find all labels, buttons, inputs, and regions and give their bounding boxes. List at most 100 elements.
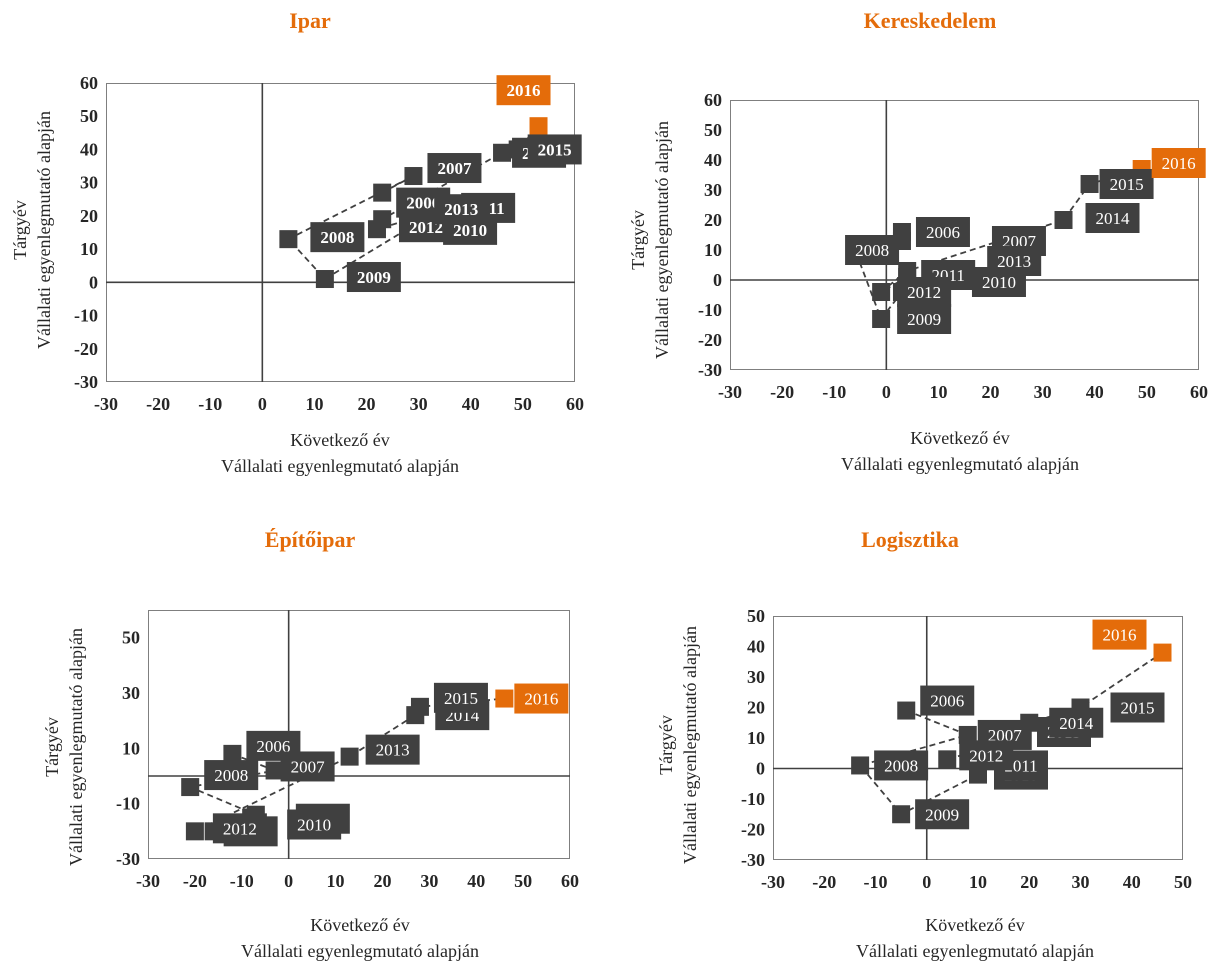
svg-text:2016: 2016 [1103, 626, 1137, 645]
data-label-2015: 2015 [1110, 692, 1165, 723]
x-tick-label: 30 [1034, 382, 1052, 402]
x-axis-title-epitoipar: Következő év Vállalati egyenlegmutató al… [241, 915, 479, 961]
y-axis-title-logisztika: Tárgyév Vállalati egyenlegmutató alapján [656, 626, 700, 864]
x-tick-label: -30 [761, 872, 785, 892]
data-point-2014 [1054, 211, 1073, 229]
svg-text:2007: 2007 [988, 726, 1023, 745]
svg-text:2006: 2006 [926, 223, 960, 242]
x-tick-label: -20 [146, 394, 170, 414]
y-tick-label: -20 [741, 820, 765, 840]
y-tick-label: 30 [80, 173, 98, 193]
data-label-2012: 2012 [897, 277, 952, 307]
y-tick-label: 20 [80, 206, 98, 226]
data-point-2013 [373, 210, 392, 229]
y-tick-label: 0 [756, 759, 765, 779]
x-tick-label: 30 [410, 394, 428, 414]
x-tick-label: 0 [922, 872, 931, 892]
svg-text:2008: 2008 [855, 241, 889, 260]
svg-text:2016: 2016 [507, 81, 541, 100]
svg-text:2015: 2015 [1121, 699, 1155, 718]
data-point-2008 [851, 756, 870, 775]
svg-text:2010: 2010 [453, 221, 487, 240]
data-point-2007 [958, 725, 977, 744]
y-tick-label: 10 [747, 728, 765, 748]
x-tick-label: 40 [462, 394, 480, 414]
x-tick-label: 60 [561, 871, 579, 891]
svg-text:2013: 2013 [376, 741, 410, 760]
data-label-2008: 2008 [845, 235, 900, 265]
data-label-2016: 2016 [1151, 148, 1206, 178]
x-tick-label: 50 [1174, 872, 1192, 892]
data-label-2012: 2012 [212, 813, 267, 844]
data-point-2009 [892, 805, 911, 824]
y-tick-label: -30 [74, 372, 98, 392]
y-tick-label: 20 [704, 210, 722, 230]
y-tick-label: 30 [704, 180, 722, 200]
data-point-2012 [185, 822, 204, 841]
x-tick-label: 20 [1020, 872, 1038, 892]
svg-text:2006: 2006 [406, 194, 440, 213]
x-tick-label: 50 [514, 871, 532, 891]
y-tick-label: -30 [698, 360, 722, 380]
y-tick-label: 10 [704, 240, 722, 260]
data-point-2006 [223, 744, 242, 763]
svg-text:2009: 2009 [907, 310, 941, 329]
data-label-2006: 2006 [915, 217, 970, 247]
y-tick-label: 0 [713, 270, 722, 290]
y-tick-label: 50 [80, 106, 98, 126]
x-tick-label: -30 [718, 382, 742, 402]
chart-title-ipar: Ipar [289, 8, 331, 33]
data-label-2016: 2016 [514, 683, 569, 714]
y-tick-label: 30 [122, 683, 140, 703]
y-tick-label: -10 [74, 306, 98, 326]
y-tick-label: 30 [747, 667, 765, 687]
svg-text:2016: 2016 [1162, 154, 1196, 173]
data-label-2007: 2007 [427, 153, 482, 184]
y-tick-label: -10 [741, 789, 765, 809]
data-label-2015: 2015 [433, 682, 488, 713]
data-label-2013: 2013 [434, 194, 489, 225]
svg-text:2013: 2013 [997, 252, 1031, 271]
x-tick-label: 60 [566, 394, 584, 414]
data-label-2015: 2015 [1099, 169, 1154, 199]
chart-title-kereskedelem: Kereskedelem [863, 8, 997, 33]
data-label-2016: 2016 [496, 75, 551, 106]
x-axis-title-logisztika: Következő év Vállalati egyenlegmutató al… [856, 915, 1094, 961]
x-tick-label: 60 [1190, 382, 1208, 402]
x-tick-label: -20 [183, 871, 207, 891]
x-tick-label: -20 [770, 382, 794, 402]
data-point-2009 [872, 310, 891, 328]
data-point-2015 [1080, 175, 1099, 193]
y-tick-label: 40 [704, 150, 722, 170]
x-tick-label: -30 [136, 871, 160, 891]
data-label-2008: 2008 [310, 222, 365, 253]
svg-text:2006: 2006 [256, 737, 290, 756]
data-label-2006: 2006 [920, 685, 975, 716]
svg-text:2007: 2007 [291, 757, 326, 776]
x-tick-label: 10 [327, 871, 345, 891]
data-label-2009: 2009 [897, 304, 952, 334]
x-tick-label: -10 [230, 871, 254, 891]
data-label-2016: 2016 [1092, 619, 1147, 650]
svg-text:2012: 2012 [223, 819, 257, 838]
x-axis-title-ipar: Következő év Vállalati egyenlegmutató al… [221, 430, 459, 476]
data-label-2015: 2015 [527, 134, 582, 165]
y-tick-label: -30 [741, 850, 765, 870]
svg-text:2010: 2010 [297, 816, 331, 835]
x-tick-label: 30 [420, 871, 438, 891]
data-label-2014: 2014 [1085, 203, 1140, 233]
data-label-2010: 2010 [287, 809, 342, 840]
x-tick-label: 10 [929, 382, 947, 402]
svg-text:2012: 2012 [907, 283, 941, 302]
x-tick-label: -10 [864, 872, 888, 892]
y-tick-label: 50 [747, 606, 765, 626]
svg-text:2009: 2009 [357, 268, 391, 287]
data-label-2009: 2009 [915, 799, 970, 830]
x-tick-label: 30 [1072, 872, 1090, 892]
y-tick-label: -10 [116, 794, 140, 814]
data-label-2008: 2008 [874, 750, 929, 781]
x-tick-label: 50 [514, 394, 532, 414]
data-label-2013: 2013 [987, 246, 1042, 276]
